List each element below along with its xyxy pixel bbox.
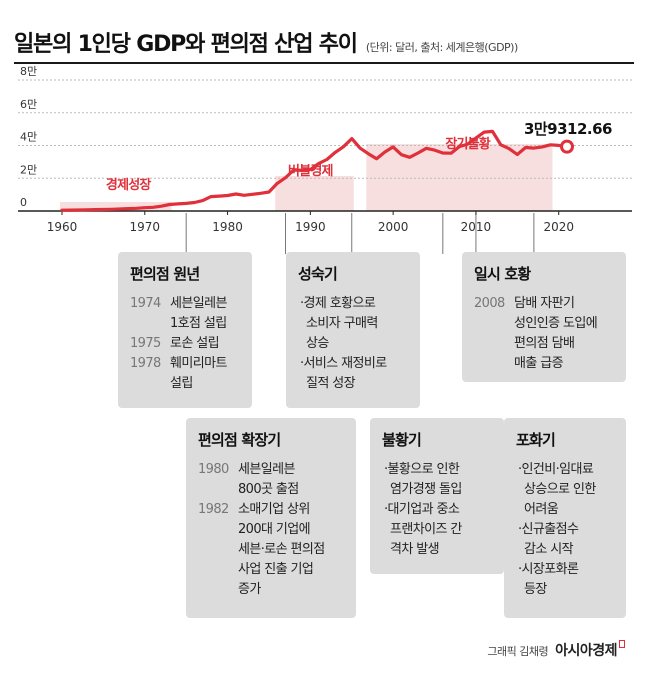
box-line: 질적 성장: [306, 376, 356, 391]
credit: 그래픽 김채령 아시아경제: [487, 640, 625, 660]
year-label: [198, 520, 238, 540]
y-tick-label: 0: [20, 196, 27, 209]
x-tick-label: 1970: [130, 220, 161, 234]
box-line: 상승: [306, 336, 329, 351]
period-band: [275, 176, 354, 211]
year-label: 1982: [198, 502, 229, 517]
item-text: 성인인증 도입에: [514, 316, 598, 331]
chart-title-block: 일본의 1인당 GDP와 편의점 산업 추이 (단위: 달러, 출처: 세계은행…: [14, 26, 518, 58]
x-tick-label: 2010: [461, 220, 492, 234]
box-expansion: 편의점 확장기 1980 세븐일레븐 800곳 출점 1982 소매기업 상위 20…: [186, 418, 356, 618]
box-line: 격차 발생: [390, 542, 440, 557]
gdp-series: [60, 129, 574, 212]
box-mature-title: 성숙기: [298, 265, 338, 283]
box-line: ·경제 호황으로: [300, 296, 376, 311]
item-text: 매출 급증: [514, 356, 564, 371]
year-label: 2008: [474, 296, 505, 311]
chart-title: 일본의 1인당 GDP와 편의점 산업 추이: [14, 32, 358, 57]
item-text: 설립: [170, 376, 193, 391]
box-boom: 일시 호황 2008 담배 자판기 성인인증 도입에 편의점 담배 매출 급증: [462, 252, 626, 382]
x-tick-labels: 1960 1970 1980 1990 2000 2010 2020: [47, 211, 574, 234]
box-line: 프랜차이즈 간: [390, 522, 462, 537]
box-origin: 편의점 원년 1974 세븐일레븐 1호점 설립 1975 로손 설립 1978 훼미…: [118, 252, 252, 408]
title-rule: [14, 62, 634, 64]
x-tick-label: 1980: [212, 220, 243, 234]
year-label: [198, 540, 238, 560]
period-label: 버블경제: [288, 163, 333, 179]
chart-subtitle: (단위: 달러, 출처: 세계은행(GDP)): [365, 41, 518, 54]
box-mature: 성숙기 ·경제 호황으로 소비자 구매력 상승 ·서비스 재정비로 질적 성장: [286, 252, 420, 408]
box-line: ·인건비·임대료: [518, 462, 594, 477]
year-label: 1980: [198, 462, 229, 477]
brand-mark-icon: [619, 640, 625, 648]
item-text: 세븐일레븐: [238, 462, 295, 477]
period-bands: [60, 144, 553, 211]
box-expansion-title: 편의점 확장기: [198, 431, 281, 449]
year-label: [198, 580, 238, 600]
year-label: [474, 354, 514, 374]
box-line: 등장: [524, 582, 547, 597]
y-tick-labels: 0 2만 4만 6만 8만: [20, 65, 37, 209]
year-label: [130, 314, 170, 334]
year-label: [198, 480, 238, 500]
credit-byline: 그래픽 김채령: [487, 645, 549, 658]
year-label: 1974: [130, 296, 161, 311]
box-line: 상승으로 인한: [524, 482, 596, 497]
period-labels: 3만9312.66 경제성장 버블경제 장기불황: [106, 120, 613, 193]
box-line: 어려움: [524, 502, 559, 517]
box-saturation-title: 포화기: [516, 431, 556, 449]
item-text: 로손 설립: [170, 336, 220, 351]
period-label: 장기불황: [445, 136, 490, 152]
item-text: 1호점 설립: [170, 316, 227, 331]
period-band: [366, 144, 553, 211]
item-text: 200대 기업에: [238, 522, 311, 537]
x-tick-label: 2000: [378, 220, 409, 234]
gdp-line: [60, 129, 569, 212]
period-label: 경제성장: [106, 177, 151, 193]
gdp-chart: 0 2만 4만 6만 8만 1960 1970 1980 1990 2000 2010 2020 3…: [18, 65, 632, 254]
box-recession-title: 불황기: [382, 431, 422, 449]
y-tick-label: 6만: [20, 98, 37, 111]
box-origin-title: 편의점 원년: [130, 265, 200, 283]
box-connectors: [185, 213, 535, 254]
period-band: [60, 202, 172, 211]
x-tick-label: 1960: [47, 220, 78, 234]
box-line: ·신규출점수: [518, 522, 579, 537]
item-text: 담배 자판기: [514, 296, 575, 311]
box-line: 소비자 구매력: [306, 316, 378, 331]
box-line: 감소 시작: [524, 542, 574, 557]
box-boom-title: 일시 호황: [474, 265, 531, 283]
box-recession: 불황기 ·불황으로 인한 염가경쟁 돌입 ·대기업과 중소 프랜차이즈 간 격차…: [370, 418, 504, 574]
credit-brand: 아시아경제: [555, 643, 617, 659]
end-value-label: 3만9312.66: [524, 120, 612, 138]
item-text: 사업 진출 기업: [238, 562, 314, 577]
end-point-marker: [560, 139, 574, 154]
y-tick-label: 2만: [20, 163, 37, 176]
box-saturation: 포화기 ·인건비·임대료 상승으로 인한 어려움 ·신규출점수 감소 시작 ·시…: [504, 418, 626, 618]
box-line: ·불황으로 인한: [384, 462, 460, 477]
box-line: ·시장포화론: [518, 562, 579, 577]
item-text: 증가: [238, 582, 261, 597]
x-tick-label: 2020: [543, 220, 574, 234]
year-label: [474, 334, 514, 354]
item-text: 소매기업 상위: [238, 502, 310, 517]
item-text: 세븐·로손 편의점: [238, 542, 325, 557]
box-line: ·대기업과 중소: [384, 502, 460, 517]
grid-lines: [18, 79, 632, 212]
year-label: [130, 374, 170, 394]
item-text: 훼미리마트: [170, 356, 227, 371]
year-label: [474, 314, 514, 334]
x-tick-label: 1990: [295, 220, 326, 234]
item-text: 편의점 담배: [514, 336, 575, 351]
year-label: 1978: [130, 356, 161, 371]
item-text: 세븐일레븐: [170, 296, 227, 311]
box-line: 염가경쟁 돌입: [390, 482, 462, 497]
year-label: 1975: [130, 336, 161, 351]
box-line: ·서비스 재정비로: [300, 356, 387, 371]
y-tick-label: 8만: [20, 65, 37, 78]
item-text: 800곳 출점: [238, 482, 299, 497]
year-label: [198, 560, 238, 580]
y-tick-label: 4만: [20, 131, 37, 144]
